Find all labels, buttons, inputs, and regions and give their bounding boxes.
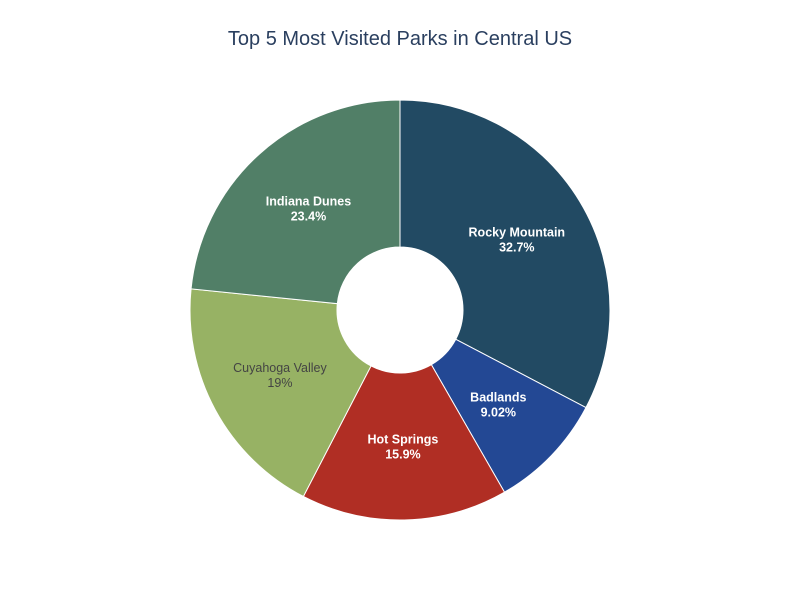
chart-title: Top 5 Most Visited Parks in Central US — [227, 28, 573, 50]
slice-label: Rocky Mountain 32.7% — [469, 225, 566, 254]
slice-label: Badlands 9.02% — [470, 391, 526, 420]
slice-hot-springs[interactable] — [302, 363, 506, 521]
slice-indiana-dunes[interactable] — [190, 99, 401, 305]
slice-name: Badlands — [470, 391, 526, 405]
slice-label: Cuyahoga Valley 19% — [233, 361, 327, 390]
slice-name: Cuyahoga Valley — [233, 361, 327, 375]
slice-percent: 19% — [267, 376, 292, 390]
slice-name: Hot Springs — [367, 432, 438, 446]
slice-percent: 9.02% — [481, 406, 516, 420]
slice-name: Indiana Dunes — [266, 195, 351, 209]
slice-label: Hot Springs 15.9% — [367, 432, 438, 461]
slice-label: Indiana Dunes 23.4% — [266, 195, 351, 224]
slice-name: Rocky Mountain — [469, 225, 566, 239]
slice-rocky-mountain[interactable] — [399, 99, 611, 409]
slice-percent: 15.9% — [385, 447, 420, 461]
slice-cuyahoga-valley[interactable] — [189, 288, 372, 498]
slice-percent: 23.4% — [291, 210, 326, 224]
slice-percent: 32.7% — [499, 240, 534, 254]
